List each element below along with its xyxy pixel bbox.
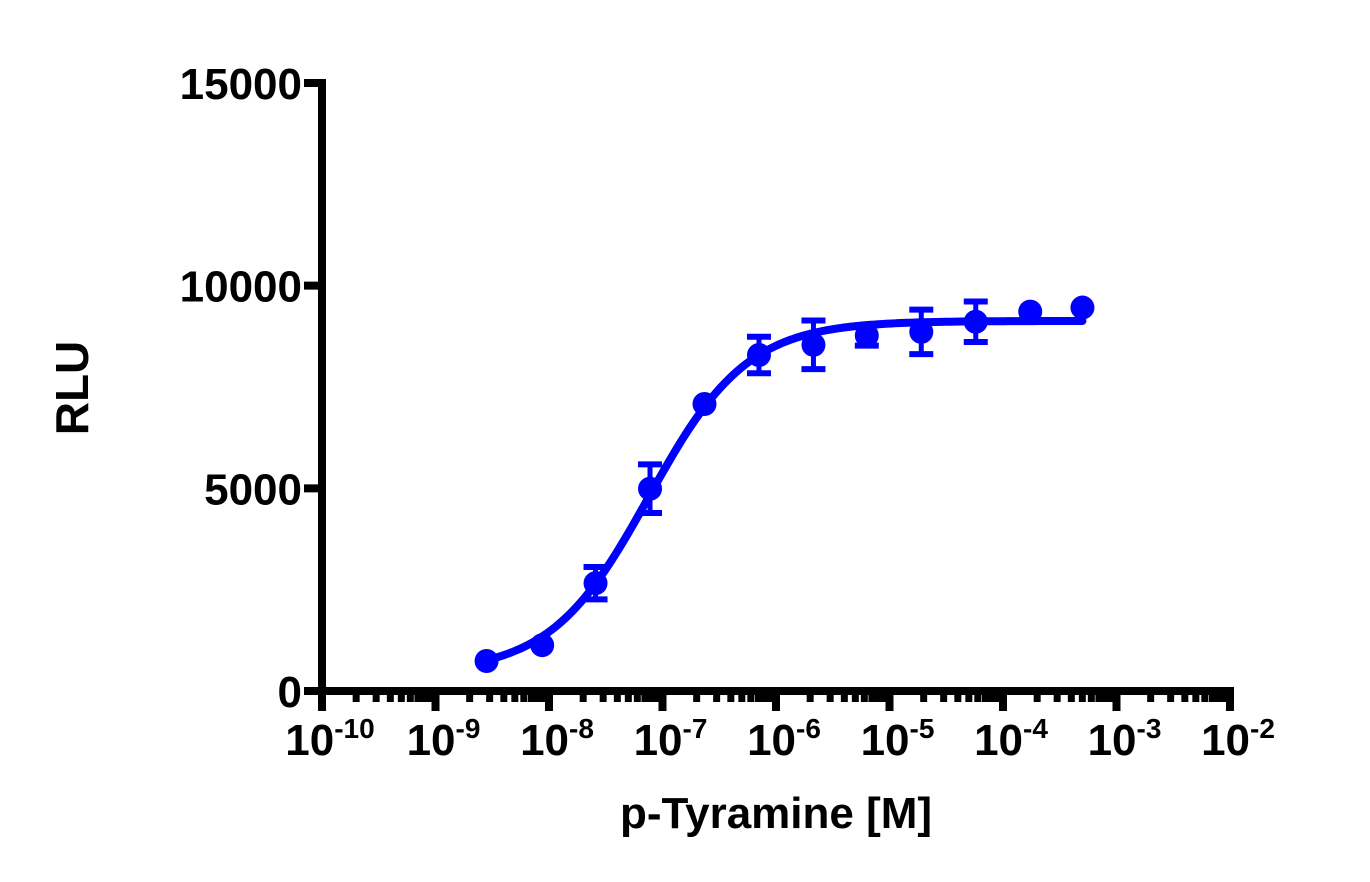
- y-tick-label: 0: [278, 668, 302, 717]
- x-tick-label: 10-8: [520, 713, 594, 765]
- x-tick-label: 10-7: [634, 713, 708, 765]
- x-tick-label: 10-3: [1088, 713, 1162, 765]
- data-point: [638, 476, 663, 501]
- data-point: [1070, 295, 1095, 320]
- data-point: [746, 342, 771, 367]
- data-points: [474, 295, 1095, 674]
- data-point: [474, 649, 499, 674]
- data-point: [583, 571, 608, 596]
- data-point: [963, 309, 988, 334]
- x-tick-label: 10-4: [974, 713, 1048, 765]
- error-bars: [583, 298, 988, 603]
- fit-curve: [482, 316, 1087, 665]
- y-tick-label: 10000: [180, 263, 302, 312]
- y-tick-label: 5000: [204, 465, 302, 514]
- x-tick-label: 10-10: [285, 713, 374, 765]
- data-point: [854, 323, 879, 348]
- data-point: [530, 633, 555, 658]
- x-axis: 10-10 10-9 10-8 10-7 10-6 10-5 10-4 10-3 10-2: [285, 687, 1275, 765]
- x-tick-label: 10-2: [1201, 713, 1275, 765]
- x-tick-label: 10-6: [747, 713, 821, 765]
- data-point: [909, 319, 934, 344]
- y-tick-label: 15000: [180, 60, 302, 109]
- sigmoid-fit-line: [482, 316, 1087, 665]
- y-axis: 0 5000 10000 15000: [180, 60, 326, 717]
- data-point: [692, 392, 717, 417]
- x-tick-label: 10-9: [407, 713, 481, 765]
- y-axis-title: RLU: [46, 341, 98, 436]
- data-point: [1018, 299, 1043, 324]
- x-axis-title: p-Tyramine [M]: [620, 789, 932, 838]
- x-tick-label: 10-5: [861, 713, 935, 765]
- data-point: [801, 332, 826, 357]
